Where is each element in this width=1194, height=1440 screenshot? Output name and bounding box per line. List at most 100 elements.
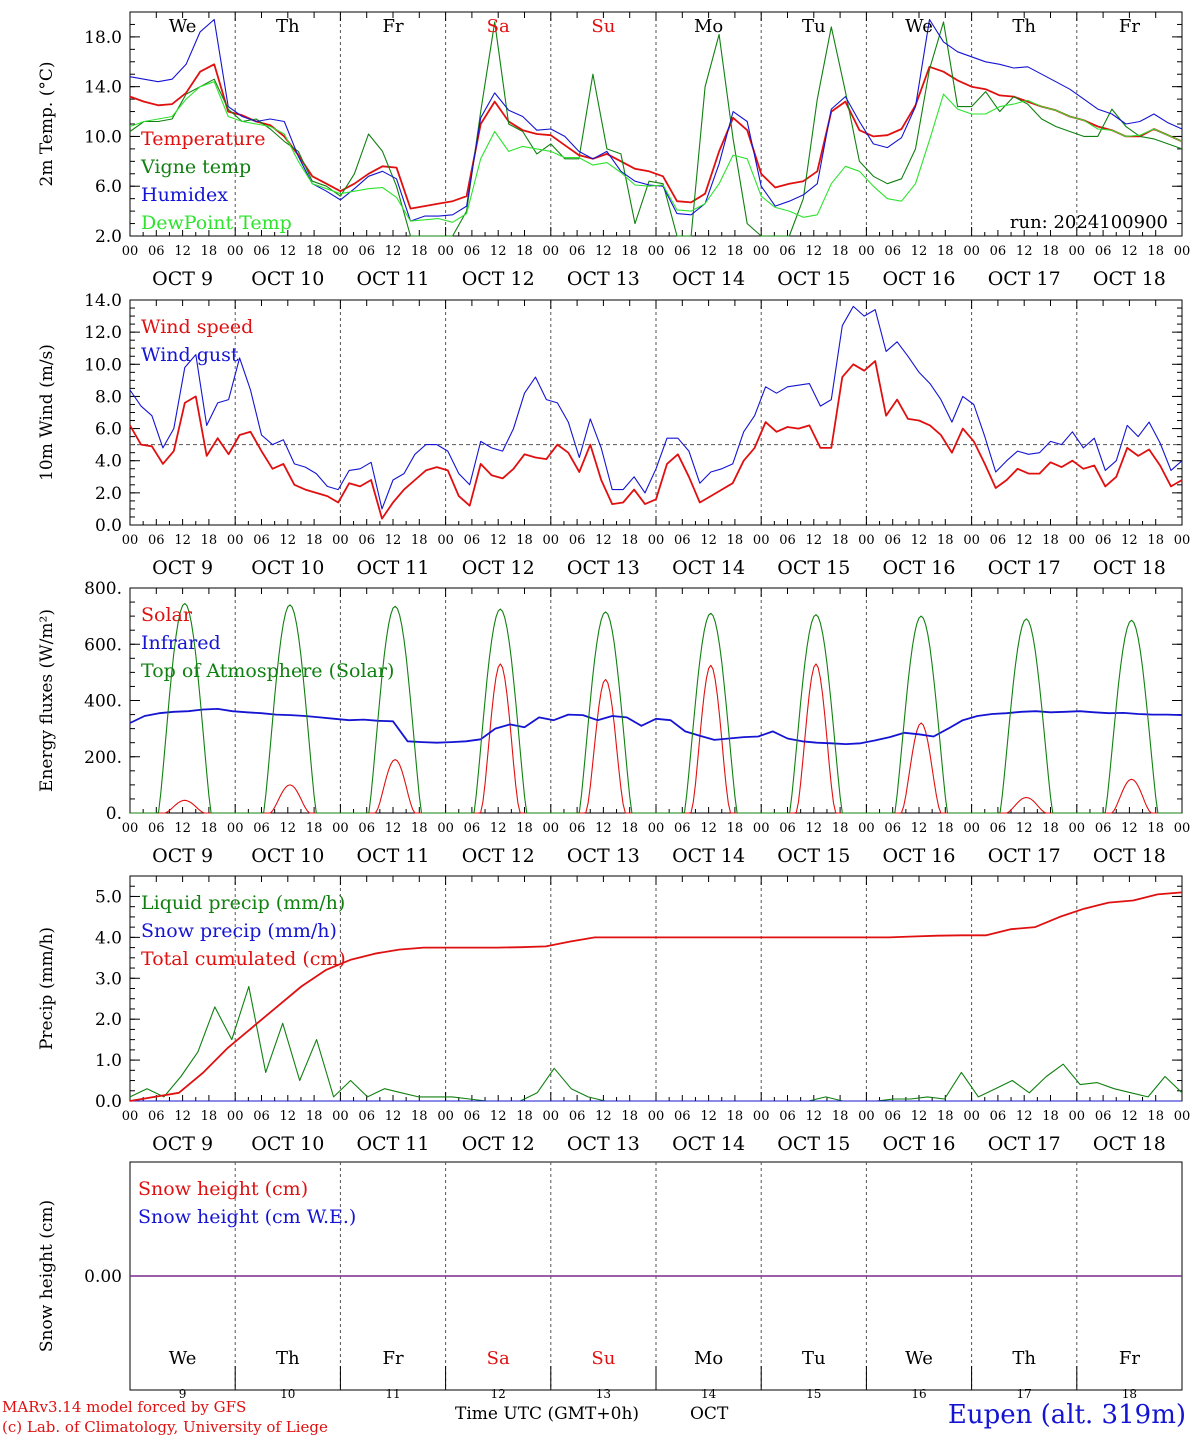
hour-tick-label: 12 [595, 1109, 612, 1124]
hour-tick-label: 06 [1095, 244, 1112, 259]
hour-tick-label: 06 [569, 533, 586, 548]
hour-tick-label: 06 [884, 244, 901, 259]
date-label: OCT 17 [988, 268, 1061, 290]
day-number-label: 13 [596, 1387, 611, 1401]
hour-tick-label: 06 [884, 1109, 901, 1124]
hour-tick-label: 00 [332, 533, 349, 548]
weekday-label: Su [591, 16, 615, 37]
date-label: OCT 16 [882, 268, 955, 290]
y-tick-label: 4.0 [95, 928, 122, 948]
hour-tick-label: 00 [963, 1109, 980, 1124]
hour-tick-label: 00 [753, 533, 770, 548]
weekday-label: Th [276, 16, 300, 37]
date-label: OCT 14 [672, 1133, 745, 1155]
hour-tick-label: 00 [437, 1109, 454, 1124]
hour-tick-label: 18 [201, 821, 218, 836]
hour-tick-label: 06 [990, 244, 1007, 259]
y-tick-label: 10.0 [84, 127, 122, 147]
hour-tick-label: 00 [1069, 821, 1086, 836]
day-number-label: 16 [911, 1387, 926, 1401]
hour-tick-label: 00 [963, 244, 980, 259]
hour-tick-label: 18 [411, 1109, 428, 1124]
hour-tick-label: 00 [1174, 533, 1191, 548]
hour-tick-label: 12 [595, 244, 612, 259]
hour-tick-label: 12 [911, 1109, 928, 1124]
date-label: OCT 15 [777, 1133, 850, 1155]
credit-line-2: (c) Lab. of Climatology, University of L… [2, 1418, 328, 1436]
hour-tick-label: 18 [727, 244, 744, 259]
hour-tick-label: 12 [911, 821, 928, 836]
hour-tick-label: 18 [937, 533, 954, 548]
y-tick-label: 6.0 [95, 420, 122, 440]
day-number-label: 9 [179, 1387, 187, 1401]
hour-tick-label: 12 [280, 821, 297, 836]
hour-tick-label: 12 [385, 533, 402, 548]
hour-tick-label: 18 [516, 533, 533, 548]
hour-tick-label: 06 [779, 533, 796, 548]
legend-entry: Temperature [141, 128, 265, 150]
legend-entry: Top of Atmosphere (Solar) [141, 660, 394, 682]
series-line-wind-gust [129, 305, 1183, 510]
hour-tick-label: 06 [358, 821, 375, 836]
x-axis-month: OCT [690, 1404, 729, 1424]
hour-tick-label: 18 [1147, 533, 1164, 548]
date-label: OCT 16 [882, 845, 955, 867]
hour-tick-label: 18 [621, 1109, 638, 1124]
hour-tick-label: 12 [385, 821, 402, 836]
weekday-label: Fr [382, 16, 403, 37]
hour-tick-label: 06 [253, 244, 270, 259]
day-number-label: 14 [701, 1387, 717, 1401]
weekday-label-bottom: Th [276, 1348, 300, 1369]
hour-tick-label: 12 [700, 244, 717, 259]
weekday-label-bottom: Th [1012, 1348, 1036, 1369]
hour-tick-label: 00 [1069, 244, 1086, 259]
hour-tick-label: 12 [490, 821, 507, 836]
hour-tick-label: 00 [122, 821, 139, 836]
weekday-label-bottom: We [169, 1348, 197, 1369]
hour-tick-label: 18 [832, 821, 849, 836]
hour-tick-label: 06 [1095, 821, 1112, 836]
date-label: OCT 12 [462, 268, 535, 290]
hour-tick-label: 06 [464, 821, 481, 836]
y-tick-label: 1.0 [95, 1051, 122, 1071]
weekday-label-bottom: Fr [382, 1348, 403, 1369]
hour-tick-label: 06 [674, 1109, 691, 1124]
legend-entry: Vigne temp [140, 156, 251, 178]
y-tick-label: 400. [84, 692, 122, 712]
y-tick-label: 4.0 [95, 452, 122, 472]
y-tick-label: 200. [84, 748, 122, 768]
date-label: OCT 15 [777, 557, 850, 579]
hour-tick-label: 18 [1147, 821, 1164, 836]
hour-tick-label: 00 [543, 821, 560, 836]
date-label: OCT 17 [988, 557, 1061, 579]
date-label: OCT 16 [882, 557, 955, 579]
weekday-label: We [905, 16, 933, 37]
day-number-label: 17 [1017, 1387, 1032, 1401]
date-label: OCT 11 [356, 557, 429, 579]
run-annotation: run: 2024100900 [1010, 212, 1168, 233]
hour-tick-label: 12 [280, 244, 297, 259]
hour-tick-label: 12 [911, 533, 928, 548]
series-line-wind-speed [129, 360, 1183, 520]
hour-tick-label: 00 [332, 821, 349, 836]
y-axis-label: 2m Temp. (°C) [37, 61, 57, 186]
hour-tick-label: 00 [437, 533, 454, 548]
hour-tick-label: 00 [122, 533, 139, 548]
date-label: OCT 11 [356, 268, 429, 290]
legend-entry: Liquid precip (mm/h) [141, 892, 345, 914]
hour-tick-label: 06 [674, 244, 691, 259]
day-number-label: 15 [806, 1387, 821, 1401]
date-label: OCT 11 [356, 1133, 429, 1155]
hour-tick-label: 18 [411, 244, 428, 259]
hour-tick-label: 00 [227, 244, 244, 259]
hour-tick-label: 06 [674, 821, 691, 836]
weekday-label-bottom: Tu [802, 1348, 826, 1369]
hour-tick-label: 06 [1095, 1109, 1112, 1124]
y-tick-label: 600. [84, 635, 122, 655]
hour-tick-label: 06 [569, 1109, 586, 1124]
hour-tick-label: 18 [201, 244, 218, 259]
y-tick-label: 2.0 [95, 227, 122, 247]
date-label: OCT 9 [152, 557, 213, 579]
hour-tick-label: 12 [174, 533, 191, 548]
